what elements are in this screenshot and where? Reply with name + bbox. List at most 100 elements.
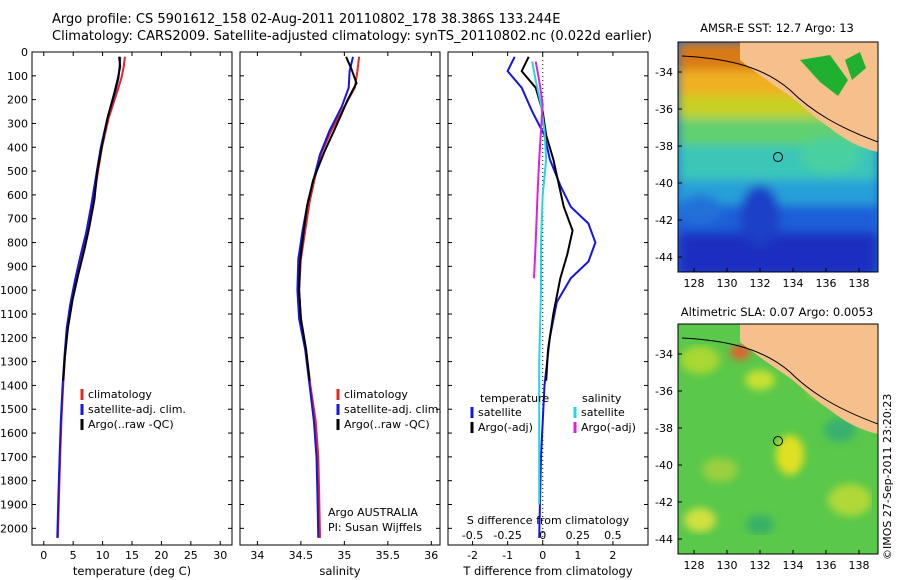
map-x-tick-label: 130 — [717, 559, 738, 572]
map-y-tick-label: -44 — [655, 533, 673, 546]
s-tick-label: 0.5 — [604, 529, 622, 542]
y-tick-label: 200 — [7, 94, 28, 107]
y-tick-label: 1400 — [0, 379, 28, 392]
map-x-tick-label: 136 — [816, 559, 837, 572]
map-y-tick-label: -36 — [655, 103, 673, 116]
map-x-tick-label: 128 — [684, 277, 705, 290]
map-y-tick-label: -42 — [655, 214, 673, 227]
annotation-text: PI: Susan Wijffels — [328, 521, 422, 534]
y-tick-label: 500 — [7, 165, 28, 178]
sst-map: AMSR-E SST: 12.7 Argo: 13 — [655, 21, 879, 290]
s-tick-label: -0.5 — [462, 529, 483, 542]
map-x-tick-label: 132 — [750, 277, 771, 290]
x-tick-label: 20 — [154, 549, 168, 562]
map-y-tick-label: -42 — [655, 496, 673, 509]
figure-title-line2: Climatology: CARS2009. Satellite-adjuste… — [52, 29, 652, 44]
legend-label: Argo(-adj) — [581, 421, 636, 434]
x-tick-label: 15 — [125, 549, 139, 562]
y-tick-label: 1600 — [0, 427, 28, 440]
series-line-3 — [531, 61, 548, 505]
x-tick-label: 5 — [70, 549, 77, 562]
x-tick-label: -1 — [502, 549, 513, 562]
map-y-tick-label: -38 — [655, 140, 673, 153]
y-tick-label: 900 — [7, 260, 28, 273]
map-y-tick-label: -36 — [655, 385, 673, 398]
legend-label: satellite-adj. clim. — [88, 403, 186, 416]
y-tick-label: 1500 — [0, 403, 28, 416]
sla-map: Altimetric SLA: 0.07 Argo: 0.0053 128 130… — [655, 305, 879, 572]
y-tick-label: 1700 — [0, 451, 28, 464]
series-line-4 — [533, 61, 544, 279]
map-x-tick-label: 138 — [849, 277, 870, 290]
legend-title-salinity: salinity — [582, 392, 622, 405]
map-y-tick-label: -34 — [655, 66, 673, 79]
plot-frame — [31, 51, 233, 546]
y-tick-label: 300 — [7, 117, 28, 130]
y-tick-label: 0 — [21, 46, 28, 59]
profile-panel-3: -2 -1 0 1 2 T difference from climatology temp… — [447, 51, 649, 578]
series-line-2 — [296, 56, 354, 538]
x-tick-label: 0 — [40, 549, 47, 562]
y-tick-label: 100 — [7, 70, 28, 83]
legend-title-temperature: temperature — [480, 392, 549, 405]
legend-label: Argo(-adj) — [478, 421, 533, 434]
annotation-text: Argo AUSTRALIA — [328, 506, 418, 519]
map-x-tick-label: 132 — [750, 559, 771, 572]
legend-label: climatology — [344, 388, 408, 401]
plot-frame — [239, 51, 441, 546]
map-x-tick-label: 130 — [717, 277, 738, 290]
sla-map-title: Altimetric SLA: 0.07 Argo: 0.0053 — [681, 305, 873, 319]
x-axis-label: temperature (deg C) — [73, 564, 191, 578]
map-y-tick-label: -34 — [655, 348, 673, 361]
map-y-tick-label: -44 — [655, 251, 673, 264]
x-tick-label: 30 — [213, 549, 227, 562]
map-x-tick-label: 134 — [783, 559, 804, 572]
x-tick-label: 2 — [609, 549, 616, 562]
y-tick-label: 1800 — [0, 475, 28, 488]
profile-panel-2: 34 34.5 35 35.5 36 salinity climatology satelli… — [239, 51, 442, 578]
s-axis-label: S difference from climatology — [467, 514, 630, 527]
map-x-tick-label: 136 — [816, 277, 837, 290]
y-tick-label: 700 — [7, 213, 28, 226]
x-axis-label: salinity — [319, 564, 360, 578]
y-tick-label: 800 — [7, 237, 28, 250]
s-tick-label: 0.25 — [566, 529, 591, 542]
y-tick-label: 1100 — [0, 308, 28, 321]
legend-label: satellite-adj. clim. — [344, 403, 442, 416]
figure-title-line1: Argo profile: CS 5901612_158 02-Aug-2011… — [52, 12, 561, 27]
x-tick-label: 0 — [539, 549, 546, 562]
credit-text: ©IMOS 27-Sep-2011 23:20:23 — [881, 394, 894, 560]
series-line-3 — [62, 56, 122, 381]
legend-label: Argo(..raw -QC) — [88, 418, 174, 431]
series-line-2 — [520, 56, 574, 381]
y-tick-label: 1900 — [0, 499, 28, 512]
x-tick-label: 1 — [574, 549, 581, 562]
x-tick-label: -2 — [467, 549, 478, 562]
s-tick-label: 0 — [539, 529, 546, 542]
map-x-tick-label: 128 — [684, 559, 705, 572]
x-tick-label: 25 — [184, 549, 198, 562]
y-tick-label: 1000 — [0, 284, 28, 297]
legend-label: Argo(..raw -QC) — [344, 418, 430, 431]
profile-panels: 0100200300400500600700800900100011001200… — [0, 46, 649, 578]
y-tick-label: 600 — [7, 189, 28, 202]
y-tick-label: 1300 — [0, 356, 28, 369]
map-x-tick-label: 134 — [783, 277, 804, 290]
map-x-tick-label: 138 — [849, 559, 870, 572]
map-y-tick-label: -38 — [655, 422, 673, 435]
plot-frame — [447, 51, 649, 546]
map-y-tick-label: -40 — [655, 459, 673, 472]
x-tick-label: 35.5 — [376, 549, 401, 562]
map-y-tick-label: -40 — [655, 177, 673, 190]
x-tick-label: 10 — [96, 549, 110, 562]
y-tick-label: 400 — [7, 141, 28, 154]
x-tick-label: 34.5 — [289, 549, 314, 562]
y-tick-label: 1200 — [0, 332, 28, 345]
y-tick-label: 2000 — [0, 522, 28, 535]
x-tick-label: 35 — [337, 549, 351, 562]
sst-map-title: AMSR-E SST: 12.7 Argo: 13 — [700, 21, 854, 35]
series-line-3 — [298, 56, 358, 381]
sst-map-ticks: 128 130 132 134 136 138 -34 -36 -38 -40 -42 -44 — [655, 66, 869, 290]
s-tick-label: -0.25 — [493, 529, 521, 542]
